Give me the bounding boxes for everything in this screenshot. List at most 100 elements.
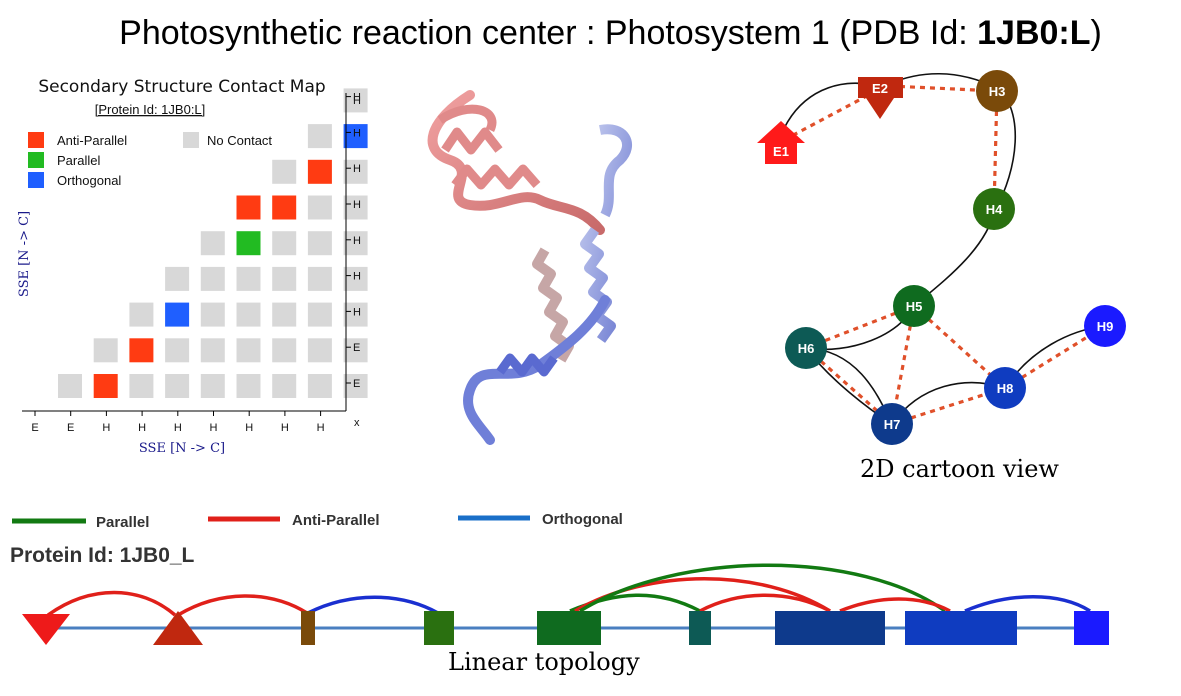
cartoon-caption: 2D cartoon view	[860, 455, 1059, 483]
contact-map-title: Secondary Structure Contact Map	[38, 77, 325, 97]
contact-cell-none	[200, 231, 225, 256]
y-tick-label: H	[353, 271, 361, 283]
contact-cell-none	[200, 374, 225, 398]
x-tick-label: H	[317, 422, 325, 434]
page-title: Photosynthetic reaction center : Photosy…	[0, 14, 1181, 53]
contact-map-cells	[58, 88, 368, 398]
contact-e2-h3	[889, 84, 998, 93]
contact-cell-none	[343, 159, 368, 184]
arc-h8-h9	[964, 595, 1091, 613]
topo-e1	[22, 614, 70, 645]
y-tick-label: H	[353, 306, 361, 318]
legend-text-parallel: Parallel	[96, 514, 149, 531]
node-h9-label: H9	[1097, 319, 1114, 334]
ribbon-mid-helix	[532, 247, 574, 363]
node-e1-arrow	[757, 121, 805, 164]
contact-cell-none	[236, 266, 261, 291]
node-e2-label: E2	[872, 81, 888, 96]
contact-cell-none	[272, 374, 297, 398]
x-tick-label: H	[281, 422, 289, 434]
legend-label-para: Parallel	[57, 153, 100, 168]
title-text: Photosynthetic reaction center : Photosy…	[119, 14, 978, 52]
linear-protein-id: Protein Id: 1JB0_L	[10, 544, 195, 567]
contact-cell-none	[272, 159, 297, 184]
x-tick-label: H	[210, 422, 218, 434]
node-h5	[893, 285, 935, 327]
ribbon-blue-tail-helix	[496, 353, 558, 377]
linear-topology: Parallel Anti-Parallel Orthogonal	[12, 511, 1109, 645]
topo-h7	[775, 611, 885, 645]
protein-ribbon-3d	[427, 90, 632, 445]
y-tick-label: E	[353, 342, 360, 354]
contact-cell-none	[236, 338, 261, 363]
contact-cell-anti	[93, 374, 118, 398]
contact-cell-none	[343, 302, 368, 327]
contact-cell-none	[93, 338, 118, 363]
node-h8-label: H8	[997, 381, 1014, 396]
legend-label-ortho: Orthogonal	[57, 173, 121, 188]
node-h7	[871, 403, 913, 445]
topo-h5	[537, 611, 601, 645]
legend-label-none: No Contact	[207, 133, 272, 148]
contact-cell-anti	[307, 159, 332, 184]
contact-cell-none	[343, 266, 368, 291]
topo-h3	[301, 611, 315, 645]
arc-h3-h4	[307, 595, 439, 615]
node-h6-label: H6	[798, 341, 815, 356]
contact-cell-none	[343, 374, 368, 398]
linear-caption: Linear topology	[448, 648, 640, 676]
contact-cell-none	[343, 231, 368, 256]
contact-cell-anti	[236, 195, 261, 220]
contact-map-subtitle: [Protein Id: 1JB0:L]	[95, 102, 206, 117]
y-axis-label: SSE [N -> C]	[17, 211, 32, 297]
legend-swatch-ortho	[28, 172, 44, 188]
topo-h8	[905, 611, 1017, 645]
contact-cell-none	[272, 266, 297, 291]
contact-cell-ortho	[343, 124, 368, 149]
contact-cell-none	[272, 338, 297, 363]
contact-cell-para	[236, 231, 261, 256]
title-close: )	[1090, 14, 1102, 52]
contact-cell-none	[343, 195, 368, 220]
contact-e1-e2	[783, 88, 879, 142]
contact-cell-none	[200, 266, 225, 291]
contact-cell-none	[307, 302, 332, 327]
contact-cell-none	[307, 374, 332, 398]
contact-cell-none	[165, 266, 190, 291]
node-h8	[984, 367, 1026, 409]
legend-text-orthogonal: Orthogonal	[542, 511, 623, 528]
node-h6	[785, 327, 827, 369]
contact-cell-none	[129, 302, 154, 327]
arc-e1-e2	[46, 590, 177, 617]
legend-label-anti: Anti-Parallel	[57, 133, 127, 148]
contact-cell-none	[307, 266, 332, 291]
y-tick-label: H	[353, 163, 361, 175]
contact-cell-none	[165, 374, 190, 398]
contact-cell-none	[165, 338, 190, 363]
node-h3-label: H3	[989, 84, 1006, 99]
y-tick-label: E	[353, 378, 360, 390]
node-h4-label: H4	[986, 202, 1003, 217]
ribbon-pink-helix	[437, 104, 541, 190]
y-tick-label: H	[353, 199, 361, 211]
contact-cell-none	[200, 302, 225, 327]
contact-cell-none	[307, 124, 332, 149]
node-h9	[1084, 305, 1126, 347]
ribbon-pink-path	[427, 90, 605, 235]
cartoon-view: E1 E2 H3 H4 H5 H6 H7 H8 H9	[757, 70, 1126, 445]
x-tick-label: H	[245, 422, 253, 434]
contact-cell-none	[307, 231, 332, 256]
corner-label: x	[354, 417, 360, 429]
y-tick-label: H	[353, 95, 361, 107]
contact-cell-anti	[272, 195, 297, 220]
x-tick-label: H	[174, 422, 182, 434]
contact-cell-none	[343, 88, 368, 113]
contact-cell-none	[343, 338, 368, 363]
contact-cell-none	[236, 302, 261, 327]
x-tick-label: E	[67, 422, 74, 434]
y-tick-label: H	[353, 92, 361, 104]
legend-text-antiparallel: Anti-Parallel	[292, 512, 380, 529]
contact-cell-none	[200, 338, 225, 363]
